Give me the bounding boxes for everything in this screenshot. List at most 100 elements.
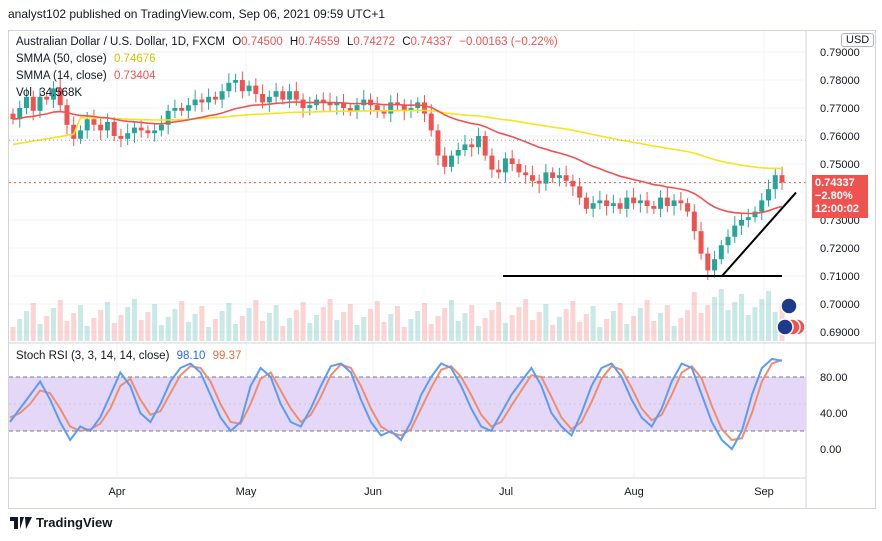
candle-body	[219, 91, 225, 100]
sma14-value: 0.73404	[113, 70, 156, 82]
candle-body	[631, 197, 637, 204]
volume-bar	[239, 316, 245, 341]
candle-body	[368, 99, 374, 106]
candle-body	[320, 99, 326, 103]
volume-bar	[219, 311, 225, 341]
volume-bar	[583, 314, 589, 341]
trend-line[interactable]	[721, 191, 797, 277]
symbol-legend[interactable]: Australian Dollar / U.S. Dollar, 1D, FXC…	[16, 36, 562, 48]
volume-bar	[381, 322, 387, 341]
candle-body	[779, 175, 785, 183]
volume-bar	[64, 321, 70, 341]
volume-bar	[435, 316, 441, 341]
sma50-value: 0.74676	[113, 53, 156, 65]
candle-body	[84, 119, 90, 131]
candle-body	[401, 105, 407, 111]
y-tick-label: 0.71000	[820, 271, 860, 283]
volume-bar	[145, 312, 151, 341]
candle-body	[145, 130, 151, 134]
volume-bar	[455, 321, 461, 341]
volume-bar	[395, 306, 400, 341]
y-tick-label: 0.70000	[820, 299, 860, 311]
candle-body	[651, 206, 657, 209]
volume-bar	[577, 322, 583, 341]
volume-bar	[341, 312, 347, 341]
volume-bar	[30, 303, 36, 341]
volume-bar	[759, 299, 765, 341]
volume-bar	[307, 323, 313, 341]
candle-body	[212, 96, 218, 100]
candle-body	[273, 91, 279, 97]
volume-label: Vol	[16, 87, 32, 99]
candle-body	[590, 203, 596, 209]
volume-bar	[651, 321, 657, 341]
price-badge-price: 0.74337	[815, 177, 855, 189]
sma14-label: SMMA (14, close)	[16, 70, 107, 82]
volume-bar	[388, 314, 394, 341]
australia-flag-icon[interactable]	[776, 318, 794, 336]
australia-flag-icon[interactable]	[780, 297, 798, 315]
volume-bar	[401, 327, 407, 341]
volume-bar	[374, 301, 380, 341]
candle-body	[705, 253, 711, 271]
volume-bar	[138, 320, 144, 341]
volume-legend[interactable]: Vol 34.568K	[16, 87, 86, 99]
candle-body	[516, 164, 522, 173]
tradingview-logo[interactable]: TradingView	[10, 515, 112, 530]
candle-body	[50, 88, 56, 100]
change-value: −0.00163 (−0.22%)	[459, 36, 558, 48]
volume-bar	[489, 310, 495, 341]
stoch-legend[interactable]: Stoch RSI (3, 3, 14, 14, close) 98.10 99…	[16, 350, 245, 362]
candle-body	[246, 85, 252, 92]
candle-body	[165, 110, 171, 125]
volume-bar	[57, 300, 63, 341]
volume-bar	[44, 316, 50, 341]
volume-bar	[118, 315, 124, 341]
candle-body	[77, 130, 83, 139]
candle-body	[226, 82, 232, 92]
candle-body	[104, 122, 110, 131]
volume-bar	[192, 314, 198, 341]
y-tick-label: 0.72000	[820, 243, 860, 255]
x-tick-label: Jul	[499, 486, 513, 498]
candle-body	[556, 175, 562, 178]
close-label: C	[402, 36, 411, 48]
price-badge: 0.74337 −2.80% 12:00:02	[812, 175, 868, 218]
volume-bar	[658, 313, 664, 341]
candle-body	[260, 94, 266, 103]
candle-body	[489, 155, 495, 170]
candle-body	[17, 108, 23, 120]
candle-body	[10, 113, 16, 120]
candle-body	[179, 108, 185, 111]
stoch-k-line	[9, 357, 783, 451]
volume-bar	[570, 301, 576, 341]
candle-body	[745, 217, 751, 220]
candle-body	[475, 136, 481, 148]
y-tick-label: 0.69000	[820, 327, 860, 339]
volume-bar	[543, 304, 549, 341]
volume-bar	[131, 299, 137, 341]
volume-bar	[469, 305, 475, 341]
volume-bar	[91, 318, 97, 341]
candle-body	[131, 127, 137, 134]
volume-bar	[361, 317, 367, 341]
volume-bar	[496, 302, 502, 341]
volume-bar	[624, 324, 630, 341]
volume-bar	[705, 305, 711, 341]
sma14-legend[interactable]: SMMA (14, close) 0.73404	[16, 70, 160, 82]
volume-bar	[158, 325, 164, 341]
sma50-legend[interactable]: SMMA (50, close) 0.74676	[16, 53, 160, 65]
volume-bar	[226, 303, 232, 341]
x-tick-label: Apr	[108, 486, 125, 498]
currency-badge[interactable]: USD	[841, 33, 875, 47]
candle-body	[64, 105, 70, 125]
volume-bar	[246, 308, 252, 341]
candle-body	[725, 236, 731, 246]
candle-body	[111, 122, 117, 136]
volume-bar	[206, 327, 212, 341]
volume-bar	[523, 299, 529, 341]
volume-bar	[563, 309, 569, 341]
candle-body	[199, 99, 205, 103]
tradingview-logo-icon	[10, 516, 32, 529]
